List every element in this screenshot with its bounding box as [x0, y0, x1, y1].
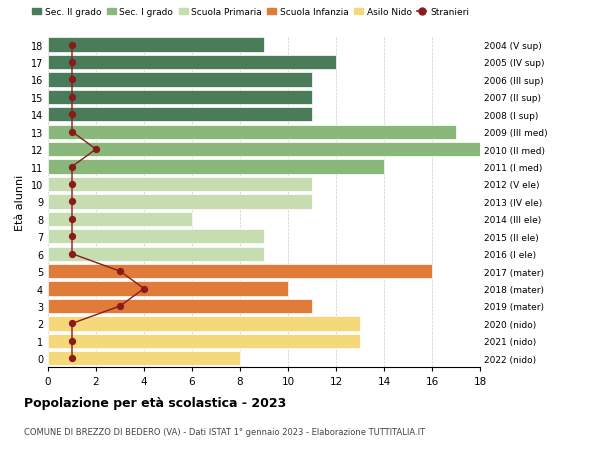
- Point: [67, 233, 77, 241]
- Bar: [48, 73, 312, 87]
- Point: [67, 216, 77, 223]
- Point: [67, 163, 77, 171]
- Bar: [48, 334, 360, 348]
- Legend: Sec. II grado, Sec. I grado, Scuola Primaria, Scuola Infanzia, Asilo Nido, Stran: Sec. II grado, Sec. I grado, Scuola Prim…: [29, 5, 473, 21]
- Point: [67, 42, 77, 49]
- Bar: [48, 90, 312, 105]
- Point: [67, 251, 77, 258]
- Bar: [48, 247, 264, 261]
- Point: [139, 285, 149, 292]
- Point: [115, 268, 125, 275]
- Bar: [48, 195, 312, 209]
- Bar: [48, 230, 264, 244]
- Point: [115, 302, 125, 310]
- Bar: [48, 282, 288, 296]
- Point: [91, 146, 101, 153]
- Point: [67, 198, 77, 206]
- Text: Popolazione per età scolastica - 2023: Popolazione per età scolastica - 2023: [24, 396, 286, 409]
- Bar: [48, 264, 432, 279]
- Bar: [48, 160, 384, 174]
- Point: [67, 112, 77, 119]
- Point: [67, 181, 77, 188]
- Bar: [48, 56, 336, 70]
- Bar: [48, 212, 192, 226]
- Text: COMUNE DI BREZZO DI BEDERO (VA) - Dati ISTAT 1° gennaio 2023 - Elaborazione TUTT: COMUNE DI BREZZO DI BEDERO (VA) - Dati I…: [24, 427, 425, 436]
- Point: [67, 355, 77, 362]
- Point: [67, 320, 77, 327]
- Bar: [48, 143, 480, 157]
- Y-axis label: Età alunni: Età alunni: [15, 174, 25, 230]
- Bar: [48, 317, 360, 331]
- Point: [67, 59, 77, 67]
- Bar: [48, 108, 312, 122]
- Point: [67, 129, 77, 136]
- Point: [67, 337, 77, 345]
- Bar: [48, 178, 312, 192]
- Bar: [48, 299, 312, 313]
- Bar: [48, 352, 240, 366]
- Bar: [48, 125, 456, 140]
- Point: [67, 94, 77, 101]
- Bar: [48, 38, 264, 52]
- Point: [67, 77, 77, 84]
